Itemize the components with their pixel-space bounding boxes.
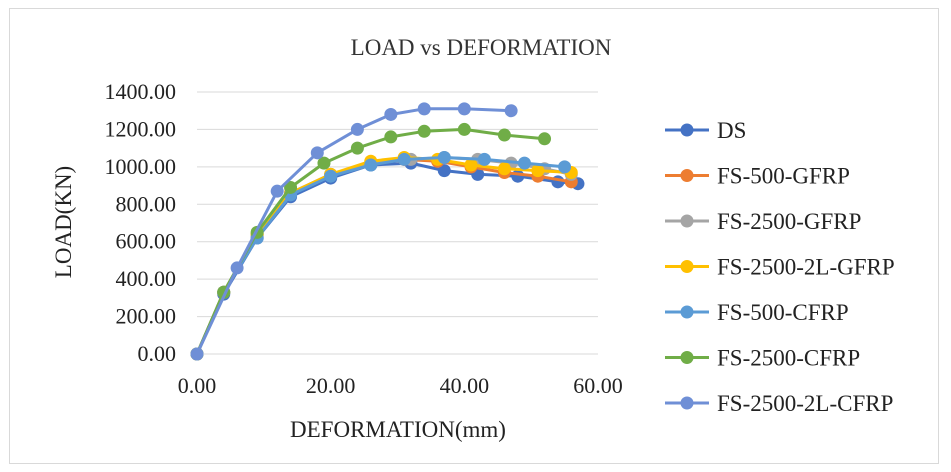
data-point: [457, 122, 471, 136]
axes: 0.00 200.00 400.00 600.00 800.00 1000.00 1200.…: [105, 79, 623, 398]
y-tick-label: 400.00: [116, 266, 177, 291]
data-point: [350, 141, 364, 155]
legend-item: FS-2500-2L-CFRP: [665, 391, 893, 416]
y-tick-label: 0.00: [138, 341, 177, 366]
data-point: [284, 180, 298, 194]
data-point: [364, 158, 378, 172]
legend-label: FS-2500-GFRP: [717, 209, 861, 234]
data-point: [190, 347, 204, 361]
data-point: [497, 162, 511, 176]
data-point: [230, 261, 244, 275]
legend-item: DS: [665, 118, 746, 143]
legend-item: FS-2500-GFRP: [665, 209, 861, 234]
y-tick-label: 600.00: [116, 229, 177, 254]
legend-label: FS-2500-CFRP: [717, 346, 860, 371]
data-point: [310, 146, 324, 160]
legend-marker: [680, 260, 694, 273]
series-line: [195, 161, 579, 355]
grid-lines: [197, 91, 598, 355]
series-fs-500-gfrp: [190, 152, 578, 361]
data-point: [457, 102, 471, 116]
series-line: [195, 156, 565, 355]
x-tick-label: 40.00: [440, 373, 490, 398]
legend-label: DS: [717, 118, 746, 143]
data-point: [317, 156, 331, 170]
data-point: [350, 122, 364, 136]
legend-item: FS-500-CFRP: [665, 300, 849, 325]
data-point: [417, 102, 431, 116]
y-axis-label: LOAD(KN): [51, 166, 76, 278]
data-point: [531, 164, 545, 178]
y-tick-label: 1400.00: [105, 79, 177, 104]
x-tick-label: 20.00: [306, 373, 356, 398]
chart-title: LOAD vs DEFORMATION: [351, 35, 612, 60]
series-line: [195, 156, 572, 355]
legend: DS FS-500-GFRP FS-2500-GFRP FS-2500-2L-GFRP…: [665, 118, 895, 416]
y-tick-label: 800.00: [116, 191, 177, 216]
legend-marker: [680, 396, 694, 410]
legend-marker: [680, 123, 694, 137]
legend-label: FS-2500-2L-CFRP: [717, 391, 893, 416]
data-point: [384, 130, 398, 144]
series-fs-2500-2l-cfrp: [190, 102, 518, 361]
chart-frame: [9, 8, 939, 464]
series-fs-500-cfrp: [190, 151, 572, 361]
series-line: [195, 157, 572, 355]
data-point: [324, 169, 338, 183]
y-tick-label: 1200.00: [105, 116, 177, 141]
data-point: [417, 124, 431, 138]
x-axis-label: DEFORMATION(mm): [290, 417, 506, 442]
data-point: [511, 169, 525, 183]
data-point: [437, 164, 451, 178]
y-tick-label: 200.00: [116, 304, 177, 329]
data-point: [504, 104, 518, 118]
data-point: [538, 132, 552, 146]
data-point: [517, 156, 531, 170]
series-ds: [190, 156, 585, 361]
legend-label: FS-500-CFRP: [717, 300, 849, 325]
data-point: [384, 107, 398, 121]
data-point: [497, 128, 511, 142]
data-point: [270, 184, 284, 198]
legend-item: FS-2500-CFRP: [665, 346, 860, 371]
data-point: [464, 158, 478, 172]
series-layer: [190, 102, 585, 361]
data-point: [397, 152, 411, 166]
series-line: [195, 156, 572, 355]
data-point: [558, 160, 572, 174]
legend-marker: [680, 351, 694, 364]
legend-item: FS-2500-2L-GFRP: [665, 255, 895, 280]
legend-marker: [680, 169, 694, 182]
legend-marker: [680, 214, 694, 228]
legend-marker: [680, 305, 694, 319]
x-tick-label: 0.00: [178, 373, 217, 398]
y-tick-label: 1000.00: [105, 154, 177, 179]
x-tick-label: 60.00: [573, 373, 623, 398]
data-point: [477, 152, 491, 166]
legend-item: FS-500-GFRP: [665, 164, 850, 189]
legend-label: FS-500-GFRP: [717, 164, 850, 189]
data-point: [437, 151, 451, 164]
legend-label: FS-2500-2L-GFRP: [717, 255, 895, 280]
